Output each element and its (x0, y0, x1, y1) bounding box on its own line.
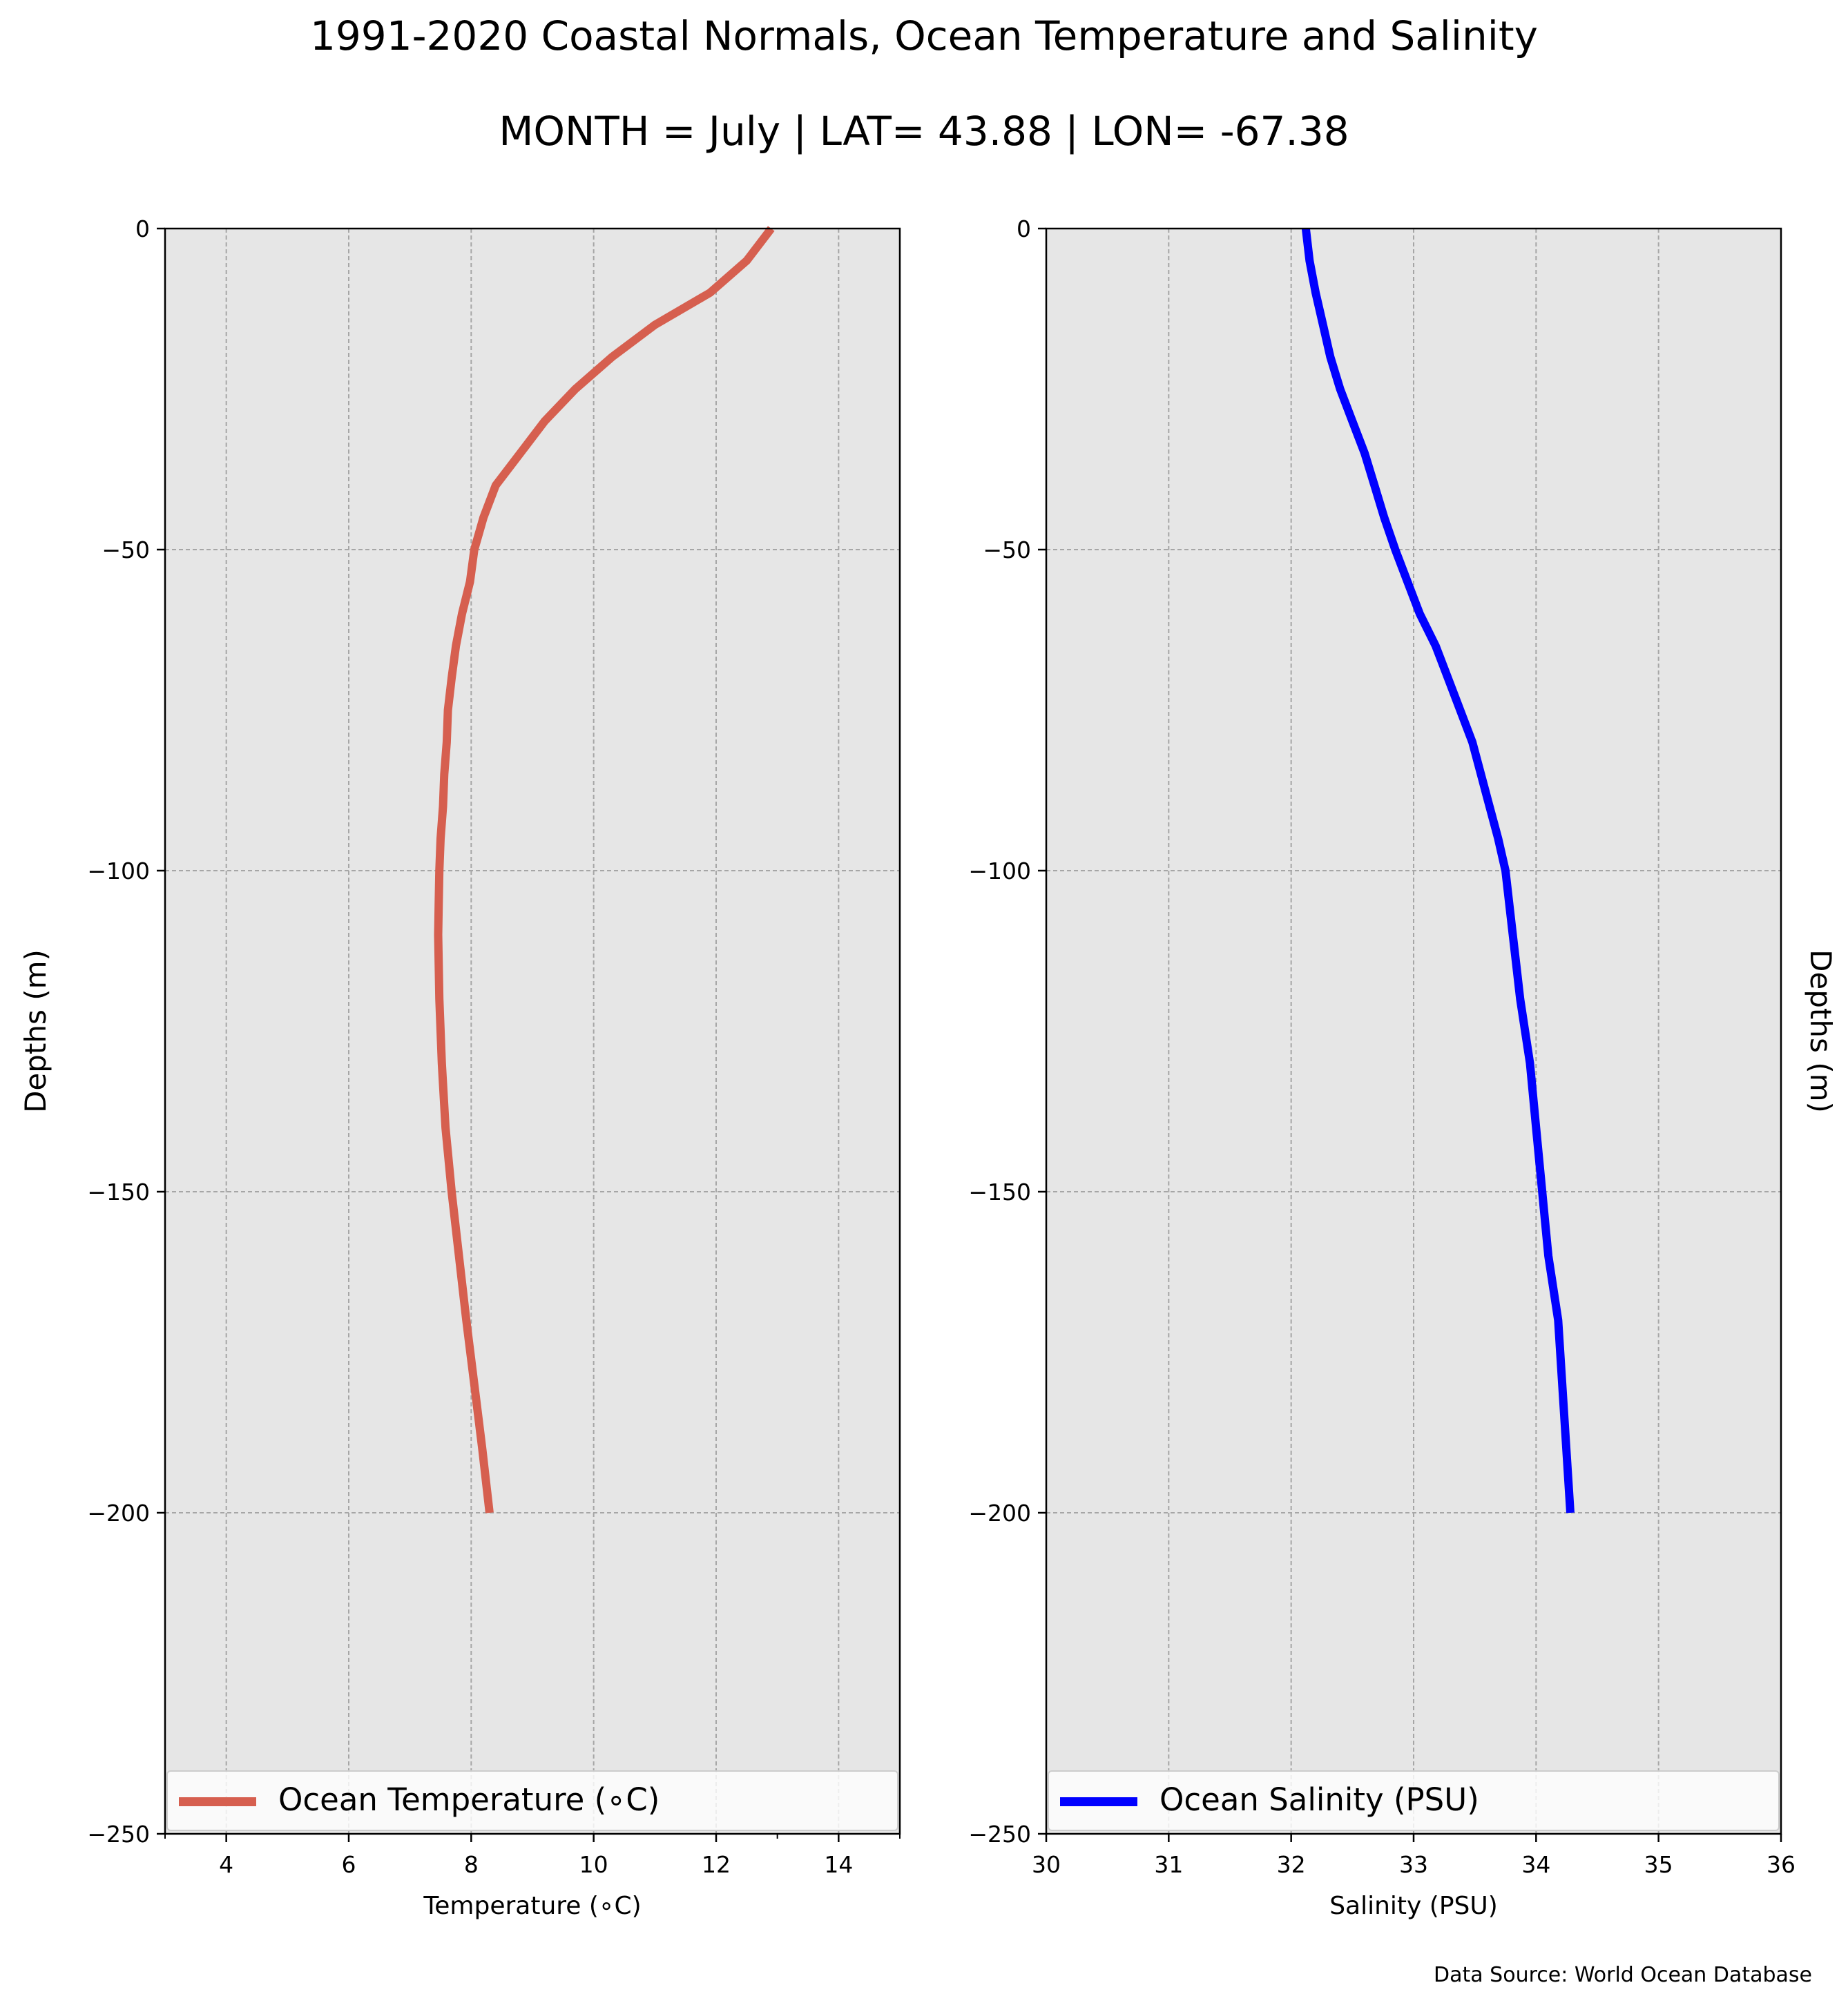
salinity-chart: 30 31 32 33 34 35 36 0 −50 −100 −150 −200 −250 Salini… (968, 215, 1796, 1920)
salinity-x-tick-label: 35 (1644, 1851, 1673, 1878)
temperature-y-tick-label: −250 (87, 1821, 150, 1848)
data-source-note: Data Source: World Ocean Database (1434, 1963, 1812, 1987)
page-title: 1991-2020 Coastal Normals, Ocean Tempera… (310, 12, 1538, 59)
temperature-series-line (434, 226, 775, 1513)
salinity-legend-label: Ocean Salinity (PSU) (1159, 1781, 1479, 1818)
temperature-y-tick-label: −150 (87, 1179, 150, 1206)
salinity-legend-swatch (1060, 1797, 1137, 1806)
temperature-legend-label: Ocean Temperature (∘C) (278, 1781, 660, 1818)
salinity-legend: Ocean Salinity (PSU) (1048, 1770, 1780, 1831)
salinity-x-tick-label: 36 (1767, 1851, 1796, 1878)
temperature-y-tick-label: 0 (135, 215, 150, 242)
salinity-y-tick-label: −150 (968, 1179, 1031, 1206)
temperature-y-tick-label: −100 (87, 858, 150, 884)
temperature-chart: 4 6 8 10 12 14 0 −50 −100 −150 −200 −250 Temperature… (19, 215, 901, 1920)
salinity-y-tick-label: −250 (968, 1821, 1031, 1848)
salinity-x-tick-label: 33 (1399, 1851, 1428, 1878)
temperature-x-tick-label: 6 (342, 1851, 356, 1878)
salinity-x-axis-label: Salinity (PSU) (1329, 1892, 1498, 1920)
temperature-legend: Ocean Temperature (∘C) (166, 1770, 898, 1831)
temperature-x-tick-label: 10 (579, 1851, 608, 1878)
temperature-plot-frame (164, 227, 901, 1835)
right-y-axis-label: Depths (m) (1804, 949, 1838, 1113)
salinity-y-tick-label: −100 (968, 858, 1031, 884)
salinity-y-tick-label: −200 (968, 1500, 1031, 1527)
salinity-x-tick-label: 31 (1154, 1851, 1183, 1878)
temperature-x-axis-label: Temperature (∘C) (423, 1892, 641, 1920)
salinity-x-tick-label: 30 (1032, 1851, 1061, 1878)
salinity-x-tick-label: 34 (1521, 1851, 1550, 1878)
salinity-series-line (1301, 228, 1575, 1513)
temperature-x-tick-label: 4 (219, 1851, 233, 1878)
temperature-y-axis-label: Depths (m) (19, 949, 52, 1113)
temperature-x-tick-label: 12 (702, 1851, 731, 1878)
temperature-y-tick-label: −200 (87, 1500, 150, 1527)
page-subtitle: MONTH = July | LAT= 43.88 | LON= -67.38 (499, 108, 1349, 155)
temperature-plot-background (165, 229, 900, 1834)
temperature-x-tick-label: 14 (824, 1851, 853, 1878)
salinity-y-tick-label: −50 (983, 536, 1031, 563)
temperature-legend-swatch (179, 1797, 256, 1806)
salinity-y-tick-label: 0 (1017, 215, 1031, 242)
temperature-x-tick-label: 8 (464, 1851, 479, 1878)
temperature-y-tick-label: −50 (102, 536, 150, 563)
salinity-x-tick-label: 32 (1277, 1851, 1306, 1878)
